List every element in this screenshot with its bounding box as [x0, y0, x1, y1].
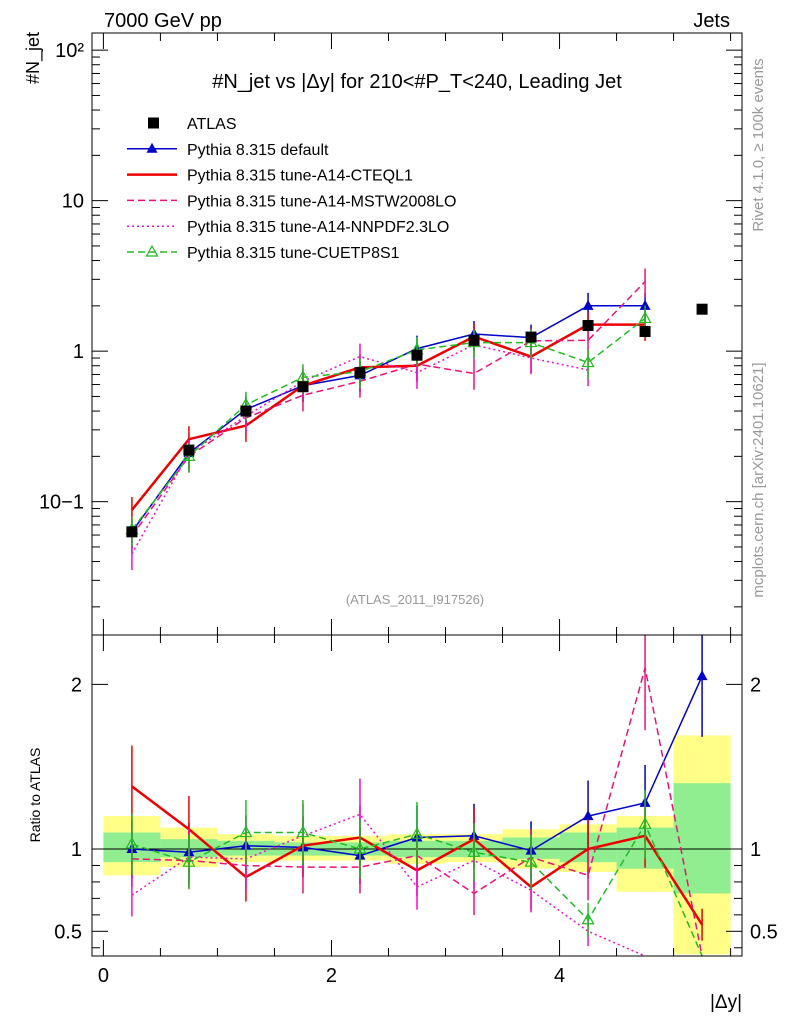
series-line-1	[131, 305, 646, 533]
data-point	[696, 303, 708, 315]
data-point	[126, 526, 138, 538]
legend-label: Pythia 8.315 tune-A14-MSTW2008LO	[187, 193, 456, 210]
ratio-point	[524, 854, 538, 867]
ratio-point	[467, 845, 481, 857]
data-point	[240, 405, 252, 417]
ratio-y-tick-label-right: 0.5	[750, 921, 778, 943]
ratio-point	[125, 836, 139, 849]
ratio-y-tick-label-right: 2	[750, 674, 761, 696]
ratio-y-tick-label: 2	[71, 674, 82, 696]
band-inner	[673, 783, 731, 894]
ratio-y-tick-label: 0.5	[54, 921, 82, 943]
legend-label: Pythia 8.315 tune-CUETP8S1	[187, 245, 400, 262]
series-line-3	[131, 281, 646, 537]
ratio-point	[182, 854, 196, 867]
ratio-point	[582, 810, 594, 821]
ratio-y-tick-label: 1	[71, 839, 82, 861]
ratio-plot-frame	[91, 634, 743, 957]
legend: ATLAS Pythia 8.315 default Pythia 8.315 tu…	[127, 116, 456, 262]
x-axis-label: |Δy|	[710, 992, 742, 1013]
x-tick-label: 2	[326, 965, 337, 987]
data-point	[581, 355, 595, 368]
ratio-point	[410, 826, 424, 839]
legend-marker	[146, 142, 158, 153]
data-point	[582, 320, 594, 332]
source-label: mcplots.cern.ch [arXiv:2401.10621]	[750, 362, 767, 597]
legend-marker	[148, 117, 159, 129]
legend-label: Pythia 8.315 tune-A14-CTEQL1	[187, 168, 413, 185]
main-y-axis-label: #N_jet	[23, 32, 44, 84]
ratio-point	[353, 841, 367, 854]
data-point	[639, 326, 651, 338]
y-tick-label: 10−1	[39, 492, 84, 514]
legend-marker	[145, 244, 159, 257]
ratio-y-tick-label-right: 1	[750, 839, 761, 861]
data-point	[525, 331, 537, 343]
data-point	[411, 349, 423, 361]
ratio-point	[296, 825, 310, 838]
series-line-2	[130, 323, 646, 511]
legend-label: Pythia 8.315 default	[187, 142, 329, 159]
x-tick-label: 0	[98, 965, 109, 987]
axes-ticks: 10−1 1 10 10² 0 2 4 0.5 0.5 1 1 2 2	[39, 33, 778, 987]
plot-title: #N_jet vs |Δy| for 210<#P_T<240, Leading…	[212, 71, 622, 93]
ratio-point	[239, 825, 253, 838]
data-point	[639, 299, 651, 310]
main-plot-marks	[125, 268, 708, 571]
data-point	[354, 367, 366, 379]
y-tick-label: 10	[62, 191, 84, 213]
analysis-label: (ATLAS_2011_I917526)	[346, 592, 484, 607]
legend-label: Pythia 8.315 tune-A14-NNPDF2.3LO	[187, 219, 449, 236]
y-tick-label: 1	[73, 341, 84, 363]
ratio-point	[638, 817, 652, 829]
ratio-point	[696, 670, 708, 681]
legend-label: ATLAS	[187, 116, 237, 133]
data-point	[638, 311, 652, 324]
rivet-label: Rivet 4.1.0, ≥ 100k events	[750, 58, 767, 231]
data-point	[582, 299, 594, 310]
ratio-plot-marks	[125, 635, 708, 957]
x-tick-label: 4	[554, 965, 565, 987]
y-tick-label: 10²	[55, 40, 84, 62]
ratio-y-axis-label: Ratio to ATLAS	[27, 748, 43, 843]
category-label: Jets	[693, 10, 730, 32]
data-point	[183, 444, 195, 456]
ratio-point	[581, 912, 595, 925]
data-point	[297, 381, 309, 393]
energy-label: 7000 GeV pp	[104, 10, 222, 32]
series-line-5	[131, 317, 646, 531]
data-point	[468, 334, 480, 346]
ratio-line-3	[131, 813, 646, 957]
